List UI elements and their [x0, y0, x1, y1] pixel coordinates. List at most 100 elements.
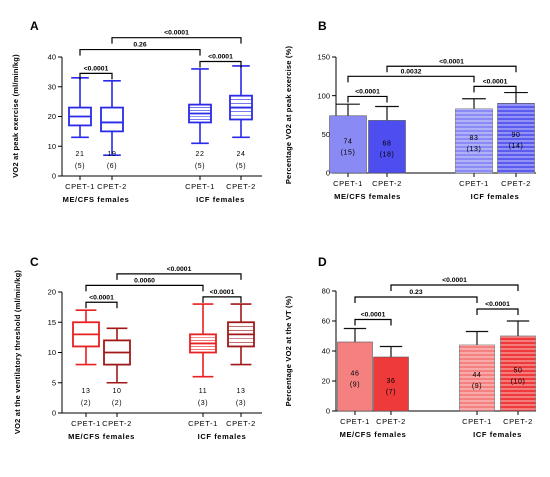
- data-label-sd: (9): [350, 382, 360, 389]
- group-label: ME/CFS females: [334, 192, 401, 201]
- significance-bracket: <0.0001: [202, 289, 242, 303]
- x-tick-label: CPET-1: [188, 419, 218, 428]
- bar: 74 (15): [329, 103, 367, 174]
- data-label-mean: 46: [351, 371, 360, 378]
- data-label-mean: 83: [470, 135, 479, 142]
- bracket-line: [199, 60, 242, 68]
- x-tick-label: CPET-1: [333, 179, 363, 188]
- p-value-label: 0.0060: [134, 277, 155, 284]
- panel-letter: B: [318, 19, 327, 33]
- bracket-line: [347, 75, 475, 83]
- significance-bracket: <0.0001: [390, 277, 519, 291]
- x-tick-label: CPET-1: [65, 182, 95, 191]
- x-tick-label: CPET-2: [97, 182, 127, 191]
- data-label-sd: (2): [112, 400, 122, 407]
- p-value-label: 0.0032: [401, 68, 422, 75]
- panel-letter: C: [30, 255, 39, 269]
- significance-bracket: <0.0001: [111, 30, 242, 44]
- bracket-line: [79, 72, 113, 80]
- data-label-sd: (5): [75, 163, 85, 170]
- data-label-mean: 13: [237, 388, 246, 395]
- iqr-box: [100, 106, 124, 133]
- y-tick-label: 60: [322, 317, 330, 326]
- p-value-label: 0.26: [133, 42, 146, 49]
- p-value-label: <0.0001: [442, 277, 467, 284]
- data-label-mean: 21: [76, 151, 85, 158]
- data-label-sd: (9): [472, 383, 482, 390]
- x-tick-label: CPET-1: [462, 417, 492, 426]
- y-tick-label: 15: [48, 318, 56, 327]
- data-label-mean: 36: [387, 378, 396, 385]
- bracket-line: [354, 296, 478, 303]
- data-label-sd: (3): [236, 400, 246, 407]
- data-label-mean: 50: [514, 368, 523, 375]
- data-label-sd: (13): [467, 146, 482, 153]
- panel-letter: D: [318, 255, 327, 269]
- y-tick-label: 10: [48, 142, 56, 151]
- y-tick-label: 20: [48, 112, 56, 121]
- group-label: ME/CFS females: [63, 195, 130, 204]
- bar-rect: [373, 356, 409, 412]
- data-label-mean: 19: [108, 151, 117, 158]
- data-label-mean: 11: [199, 388, 207, 395]
- x-tick-label: CPET-1: [459, 179, 489, 188]
- box-plot: 10 (2): [103, 327, 131, 407]
- x-tick-label: CPET-2: [226, 419, 256, 428]
- bar: 83 (13): [455, 98, 493, 174]
- panel-letter: A: [30, 19, 39, 33]
- bracket-line: [473, 85, 517, 93]
- data-label-sd: (18): [380, 152, 395, 159]
- p-value-label: <0.0001: [164, 30, 189, 37]
- data-label-mean: 44: [473, 372, 482, 379]
- p-value-label: <0.0001: [210, 289, 235, 296]
- bar-rect: [329, 115, 367, 174]
- y-tick-label: 0: [52, 172, 56, 181]
- significance-bracket: 0.23: [354, 289, 478, 303]
- significance-bracket: 0.0060: [85, 277, 204, 292]
- x-tick-label: CPET-2: [102, 419, 132, 428]
- y-tick-label: 0: [52, 409, 56, 418]
- p-value-label: <0.0001: [89, 294, 114, 301]
- significance-bracket: <0.0001: [476, 301, 519, 315]
- box-plot: 22 (5): [188, 68, 212, 170]
- data-label-sd: (5): [195, 163, 205, 170]
- p-value-label: <0.0001: [485, 301, 510, 308]
- bracket-line: [202, 296, 242, 303]
- bar-hatch: [455, 108, 493, 173]
- panel-b: B 0 50 100 150 Percentage VO2 at peak exercis…: [284, 19, 536, 201]
- y-tick-label: 10: [48, 348, 56, 357]
- y-tick-label: 0: [326, 407, 330, 416]
- p-value-label: <0.0001: [439, 58, 464, 65]
- significance-bracket: <0.0001: [116, 266, 242, 280]
- bar-hatch: [500, 336, 536, 411]
- bracket-line: [354, 318, 392, 326]
- y-tick-label: 5: [52, 378, 56, 387]
- bar: 68 (18): [368, 105, 406, 174]
- data-label-mean: 74: [344, 138, 353, 145]
- significance-bracket: 0.0032: [347, 68, 475, 83]
- data-label-sd: (6): [107, 163, 117, 170]
- y-axis-label: VO2 at peak exercise (ml/min/kg): [11, 54, 20, 178]
- box-plot: 11 (3): [189, 303, 217, 407]
- x-tick-label: CPET-1: [340, 417, 370, 426]
- bar-hatch: [497, 103, 535, 173]
- x-tick-label: CPET-2: [376, 417, 406, 426]
- p-value-label: <0.0001: [361, 312, 386, 319]
- data-label-mean: 90: [512, 132, 521, 139]
- x-tick-label: CPET-2: [226, 182, 256, 191]
- bar-rect: [337, 341, 373, 412]
- data-label-mean: 68: [383, 141, 392, 148]
- bar: 50 (10): [500, 320, 536, 412]
- panel-c: C 0 5 10 15 20 VO2 at the ventilatory threshol…: [13, 255, 262, 441]
- bracket-line: [116, 273, 242, 280]
- bracket-line: [111, 37, 242, 44]
- p-value-label: <0.0001: [483, 78, 508, 85]
- significance-bracket: <0.0001: [473, 78, 517, 93]
- box-plot: 24 (5): [229, 65, 253, 170]
- y-axis-label: Percentage VO2 at peak exercise (%): [284, 46, 293, 185]
- bar: 36 (7): [373, 345, 409, 412]
- bracket-line: [79, 48, 201, 56]
- x-tick-label: CPET-2: [372, 179, 402, 188]
- group-label: ICF females: [196, 195, 245, 204]
- bracket-line: [476, 308, 519, 315]
